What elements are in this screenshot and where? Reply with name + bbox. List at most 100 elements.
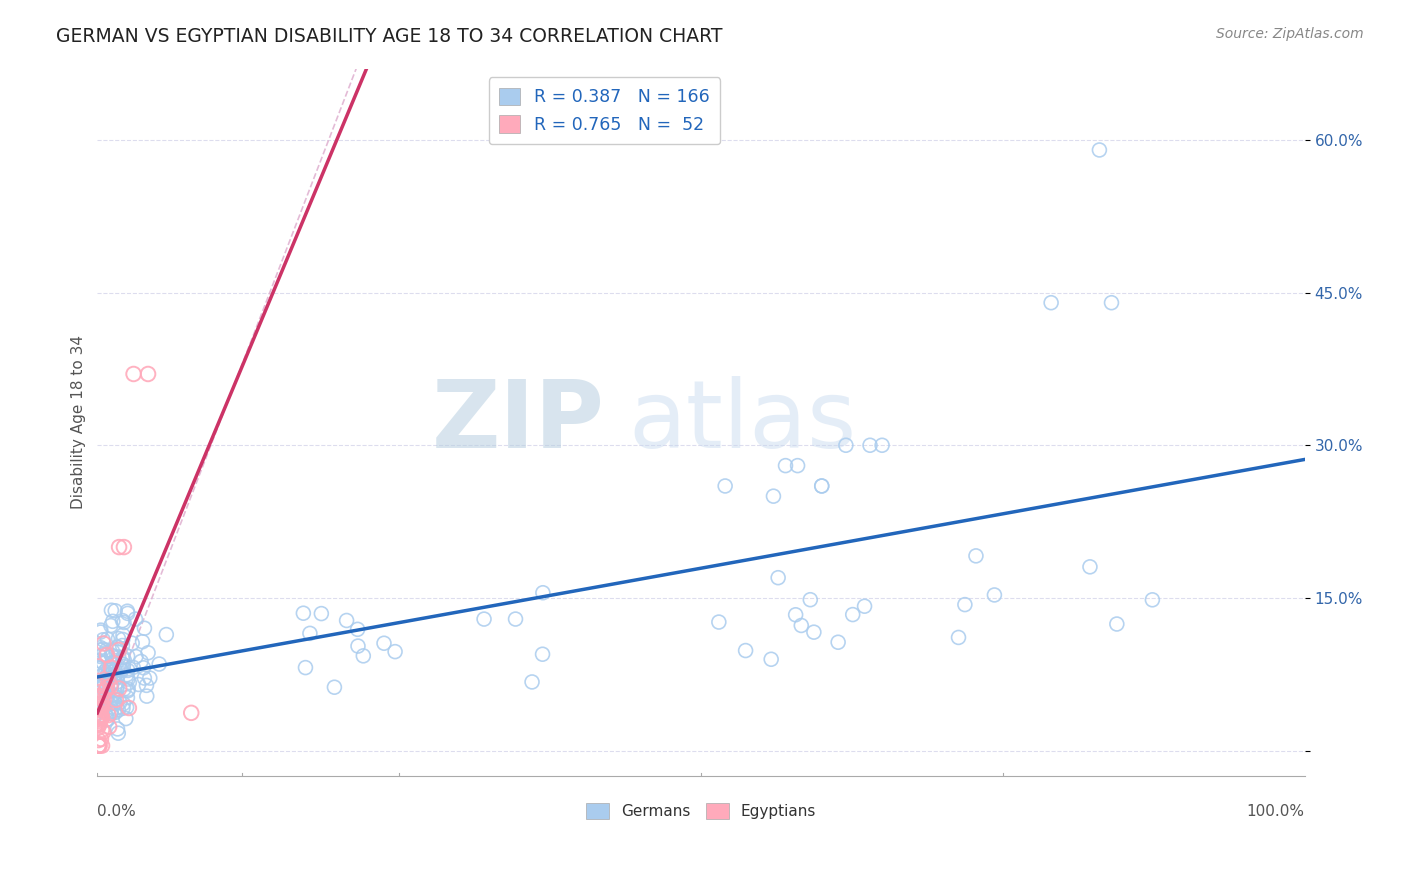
Text: atlas: atlas bbox=[628, 376, 856, 468]
Point bbox=[110, 664, 132, 678]
Point bbox=[98, 698, 121, 712]
Point bbox=[104, 664, 127, 678]
Point bbox=[100, 704, 122, 718]
Point bbox=[112, 659, 135, 673]
Point bbox=[118, 675, 141, 690]
Point bbox=[139, 671, 162, 685]
Point bbox=[101, 644, 124, 658]
Point bbox=[766, 571, 789, 585]
Point bbox=[87, 710, 110, 724]
Point bbox=[96, 663, 118, 677]
Point bbox=[148, 657, 170, 671]
Text: GERMAN VS EGYPTIAN DISABILITY AGE 18 TO 34 CORRELATION CHART: GERMAN VS EGYPTIAN DISABILITY AGE 18 TO … bbox=[56, 27, 723, 45]
Point bbox=[111, 650, 134, 665]
Point bbox=[117, 607, 139, 621]
Point bbox=[134, 621, 156, 635]
Point bbox=[775, 458, 797, 473]
Point bbox=[531, 647, 554, 661]
Point bbox=[108, 695, 131, 709]
Point bbox=[762, 489, 785, 503]
Point bbox=[853, 599, 876, 614]
Point bbox=[100, 660, 122, 674]
Point bbox=[373, 636, 395, 650]
Point bbox=[107, 726, 129, 740]
Point bbox=[91, 710, 114, 724]
Point bbox=[89, 739, 111, 753]
Point bbox=[89, 739, 111, 753]
Point bbox=[96, 643, 118, 657]
Point bbox=[94, 683, 117, 698]
Point bbox=[135, 678, 157, 692]
Point bbox=[107, 632, 129, 646]
Point bbox=[100, 648, 122, 663]
Point bbox=[96, 713, 118, 727]
Point bbox=[1040, 295, 1063, 310]
Point bbox=[86, 675, 108, 690]
Point bbox=[132, 661, 155, 675]
Point bbox=[90, 707, 112, 722]
Point bbox=[117, 672, 139, 686]
Point bbox=[336, 614, 359, 628]
Point bbox=[298, 626, 321, 640]
Point bbox=[117, 664, 139, 678]
Point bbox=[96, 713, 118, 727]
Point bbox=[115, 700, 138, 714]
Point bbox=[87, 733, 110, 747]
Point bbox=[103, 689, 125, 703]
Point bbox=[93, 695, 115, 709]
Point bbox=[101, 696, 124, 710]
Point bbox=[91, 701, 114, 715]
Point bbox=[97, 673, 120, 688]
Point bbox=[105, 642, 128, 657]
Point bbox=[953, 598, 976, 612]
Point bbox=[94, 690, 117, 705]
Point bbox=[100, 648, 122, 663]
Point bbox=[90, 696, 112, 710]
Point bbox=[97, 663, 120, 677]
Point bbox=[97, 681, 120, 696]
Point bbox=[87, 680, 110, 694]
Point bbox=[101, 688, 124, 702]
Point bbox=[90, 709, 112, 723]
Text: 0.0%: 0.0% bbox=[97, 805, 136, 820]
Point bbox=[91, 632, 114, 647]
Point bbox=[346, 623, 368, 637]
Point bbox=[98, 720, 121, 734]
Point bbox=[101, 663, 124, 677]
Point bbox=[87, 659, 110, 673]
Legend: Germans, Egyptians: Germans, Egyptians bbox=[579, 797, 823, 825]
Text: Source: ZipAtlas.com: Source: ZipAtlas.com bbox=[1216, 27, 1364, 41]
Point bbox=[111, 632, 134, 647]
Point bbox=[1105, 617, 1128, 632]
Point bbox=[91, 656, 114, 670]
Point bbox=[122, 660, 145, 674]
Point bbox=[91, 678, 114, 692]
Point bbox=[107, 670, 129, 684]
Point bbox=[89, 717, 111, 731]
Point bbox=[118, 701, 141, 715]
Point bbox=[790, 618, 813, 632]
Point bbox=[107, 650, 129, 665]
Point bbox=[134, 671, 156, 685]
Point bbox=[103, 656, 125, 670]
Point bbox=[292, 606, 315, 620]
Point bbox=[734, 643, 756, 657]
Point bbox=[90, 731, 112, 746]
Text: ZIP: ZIP bbox=[432, 376, 605, 468]
Point bbox=[520, 675, 543, 690]
Point bbox=[128, 677, 150, 691]
Point bbox=[89, 685, 111, 699]
Point bbox=[90, 699, 112, 714]
Point bbox=[965, 549, 987, 563]
Point bbox=[93, 678, 115, 692]
Point bbox=[759, 652, 782, 666]
Point bbox=[108, 540, 131, 554]
Point bbox=[104, 706, 127, 720]
Point bbox=[107, 703, 129, 717]
Point bbox=[112, 653, 135, 667]
Point bbox=[87, 716, 110, 731]
Point bbox=[90, 710, 112, 724]
Point bbox=[347, 639, 370, 653]
Point bbox=[131, 634, 153, 648]
Point bbox=[87, 661, 110, 675]
